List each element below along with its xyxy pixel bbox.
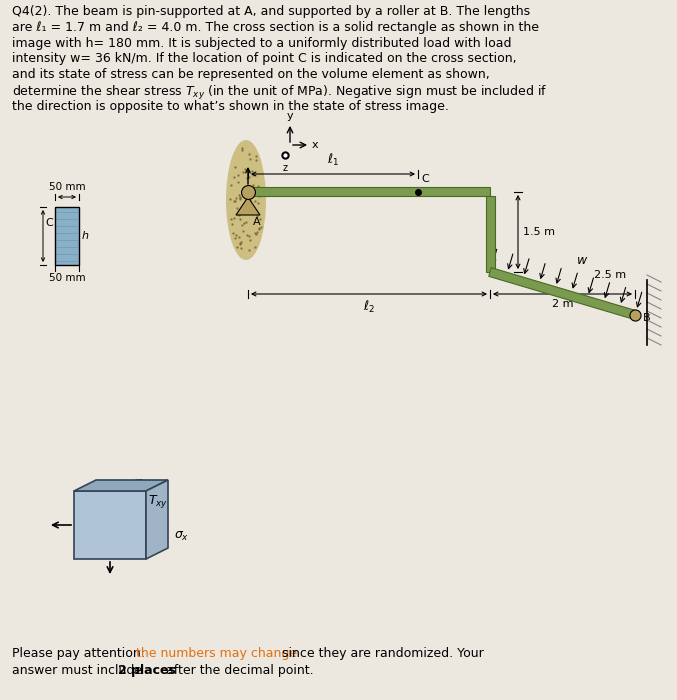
Text: $\ell_1$: $\ell_1$ [327, 152, 339, 168]
Text: image with h= 180 mm. It is subjected to a uniformly distributed load with load: image with h= 180 mm. It is subjected to… [12, 36, 512, 50]
Text: are ℓ₁ = 1.7 m and ℓ₂ = 4.0 m. The cross section is a solid rectangle as shown i: are ℓ₁ = 1.7 m and ℓ₂ = 4.0 m. The cross… [12, 21, 539, 34]
Bar [55, 207, 79, 265]
Text: x: x [312, 140, 319, 150]
Bar [486, 196, 495, 272]
Text: 2.5 m: 2.5 m [594, 270, 627, 281]
Text: the numbers may change: the numbers may change [136, 647, 297, 660]
Text: z: z [282, 163, 288, 173]
Text: A: A [253, 217, 261, 227]
Bar [74, 491, 146, 559]
Text: $\sigma_x$: $\sigma_x$ [174, 530, 189, 543]
Polygon shape [74, 480, 168, 491]
Text: Q4(2). The beam is pin-supported at A, and supported by a roller at B. The lengt: Q4(2). The beam is pin-supported at A, a… [12, 5, 530, 18]
Text: since they are randomized. Your: since they are randomized. Your [278, 647, 484, 660]
Text: B: B [643, 313, 651, 323]
Ellipse shape [226, 140, 266, 260]
Text: and its state of stress can be represented on the volume element as shown,: and its state of stress can be represent… [12, 68, 489, 81]
Text: intensity w= 36 kN/m. If the location of point C is indicated on the cross secti: intensity w= 36 kN/m. If the location of… [12, 52, 517, 65]
Bar [248, 187, 490, 196]
Text: 50 mm: 50 mm [49, 182, 85, 192]
Text: answer must include: answer must include [12, 664, 146, 677]
Text: $\ell_2$: $\ell_2$ [363, 299, 375, 315]
Text: 2 m: 2 m [552, 299, 573, 309]
Text: C: C [45, 218, 53, 228]
Polygon shape [489, 267, 636, 319]
Text: Please pay attention:: Please pay attention: [12, 647, 149, 660]
Text: C: C [421, 174, 429, 184]
Polygon shape [146, 480, 168, 559]
Text: after the decimal point.: after the decimal point. [162, 664, 313, 677]
Text: determine the shear stress $T_{xy}$ (in the unit of MPa). Negative sign must be : determine the shear stress $T_{xy}$ (in … [12, 84, 548, 102]
Text: 2 places: 2 places [118, 664, 176, 677]
Text: h: h [82, 231, 89, 241]
Text: w: w [577, 254, 588, 267]
Polygon shape [236, 197, 260, 215]
Text: 50 mm: 50 mm [49, 273, 85, 283]
Text: $T_{xy}$: $T_{xy}$ [148, 493, 168, 510]
Text: 1.5 m: 1.5 m [523, 227, 555, 237]
Text: the direction is opposite to what’s shown in the state of stress image.: the direction is opposite to what’s show… [12, 100, 449, 113]
Text: y: y [286, 111, 293, 121]
